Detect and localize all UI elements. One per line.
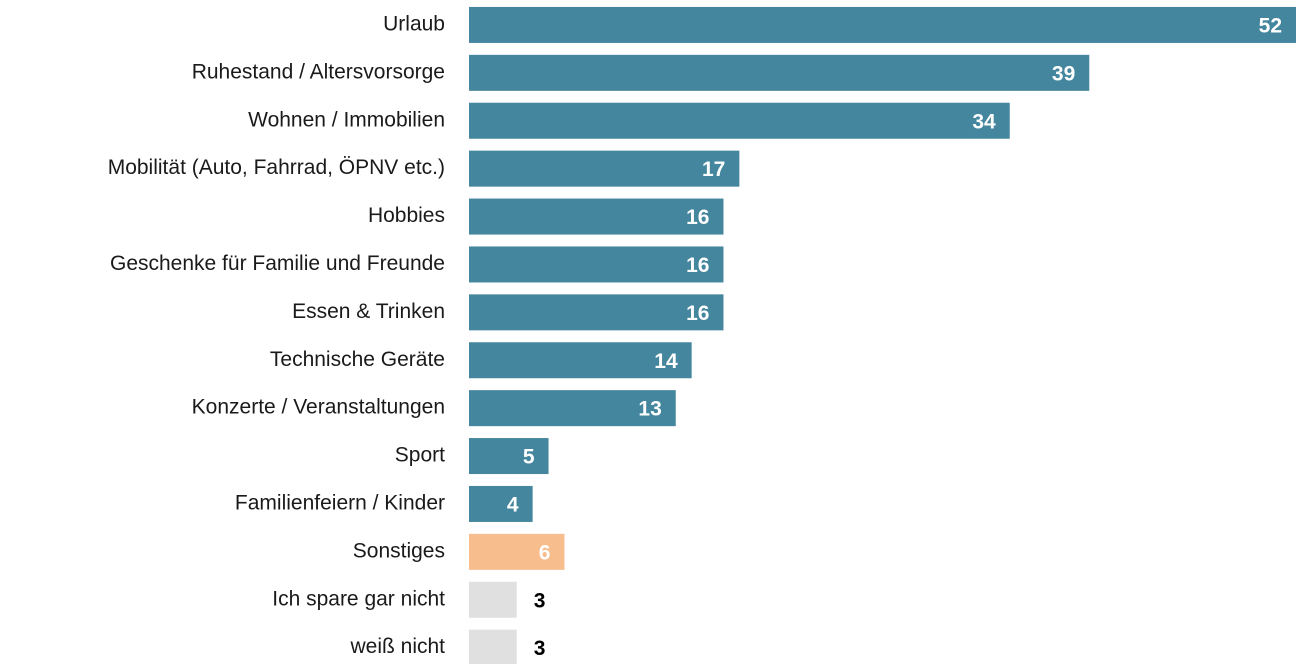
value-label: 4 [507, 493, 519, 516]
category-label: Sonstiges [353, 539, 445, 562]
category-label: Essen & Trinken [292, 300, 445, 323]
value-label: 3 [534, 637, 546, 660]
category-label: Mobilität (Auto, Fahrrad, ÖPNV etc.) [108, 156, 445, 179]
bar [469, 150, 740, 187]
category-label: Sport [395, 444, 445, 467]
category-label: Geschenke für Familie und Freunde [110, 252, 445, 275]
category-label: Wohnen / Immobilien [248, 108, 445, 131]
bar [469, 629, 517, 664]
value-label: 52 [1259, 14, 1282, 37]
bar [469, 246, 724, 283]
bar [469, 6, 1296, 43]
value-label: 13 [638, 398, 661, 421]
bar [469, 294, 724, 331]
bar [469, 54, 1090, 91]
category-label: Hobbies [368, 204, 445, 227]
category-label: Urlaub [383, 12, 445, 35]
category-label: Ich spare gar nicht [272, 587, 445, 610]
bar [469, 390, 676, 427]
value-label: 34 [972, 110, 996, 133]
category-label: Ruhestand / Altersvorsorge [192, 60, 445, 83]
value-label: 6 [539, 541, 551, 564]
value-label: 3 [534, 589, 546, 612]
category-label: Konzerte / Veranstaltungen [192, 396, 445, 419]
value-label: 14 [654, 350, 678, 373]
value-label: 16 [686, 302, 709, 325]
category-label: Technische Geräte [270, 348, 445, 371]
bar [469, 102, 1010, 139]
value-label: 16 [686, 206, 709, 229]
bar [469, 198, 724, 235]
value-label: 39 [1052, 62, 1075, 85]
category-label: weiß nicht [349, 635, 445, 658]
value-label: 17 [702, 158, 725, 181]
bar [469, 485, 533, 522]
value-label: 16 [686, 254, 709, 277]
bar [469, 438, 549, 475]
category-label: Familienfeiern / Kinder [235, 491, 445, 514]
bar [469, 342, 692, 379]
bar [469, 533, 565, 570]
value-label: 5 [523, 446, 535, 469]
bar [469, 581, 517, 618]
